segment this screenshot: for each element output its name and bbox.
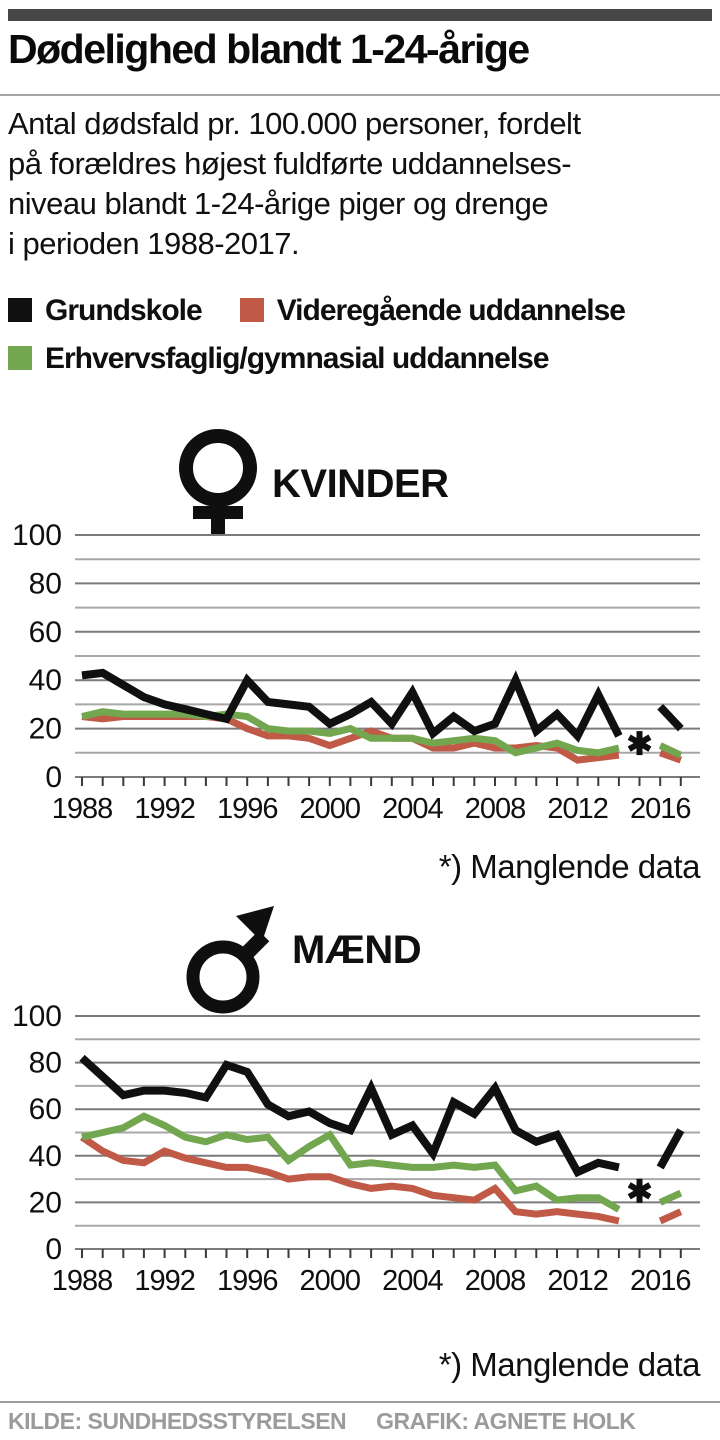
subtitle: Antal dødsfald pr. 100.000 personer, for… — [8, 104, 714, 264]
videregaende-swatch-icon — [239, 298, 264, 322]
svg-text:100: 100 — [12, 1000, 62, 1033]
svg-text:2004: 2004 — [382, 793, 443, 825]
subtitle-line: niveau blandt 1-24-årige piger og drenge — [8, 186, 549, 221]
svg-text:20: 20 — [29, 1186, 62, 1219]
graphic-credit: GRAFIK: AGNETE HOLK — [376, 1408, 636, 1434]
legend-item-grundskole: Grundskole — [8, 294, 203, 328]
svg-text:1992: 1992 — [134, 1265, 195, 1297]
svg-text:40: 40 — [29, 664, 62, 697]
footer-divider — [0, 1401, 720, 1403]
legend-row: Grundskole Videregående uddannelse — [8, 294, 714, 328]
svg-text:20: 20 — [29, 713, 62, 746]
legend-item-videregaende: Videregående uddannelse — [239, 294, 626, 328]
footer: KILDE: SUNDHEDSSTYRELSEN GRAFIK: AGNETE … — [8, 1408, 714, 1435]
svg-text:2008: 2008 — [465, 1265, 526, 1297]
svg-text:80: 80 — [29, 1047, 62, 1080]
legend-row: Erhvervsfaglig/gymnasial uddannelse — [8, 342, 714, 376]
legend-label: Videregående uddannelse — [276, 294, 626, 327]
svg-text:2008: 2008 — [465, 793, 526, 825]
svg-text:1988: 1988 — [52, 1265, 113, 1297]
source-credit: KILDE: SUNDHEDSSTYRELSEN — [8, 1408, 347, 1434]
svg-text:2000: 2000 — [300, 793, 361, 825]
missing-data-note: *) Manglende data — [438, 1346, 701, 1383]
svg-text:100: 100 — [12, 519, 62, 552]
svg-text:80: 80 — [29, 567, 62, 600]
svg-text:40: 40 — [29, 1140, 62, 1173]
male-icon — [180, 900, 290, 1025]
grundskole-swatch-icon — [8, 298, 32, 322]
female-icon — [160, 420, 280, 560]
legend: Grundskole Videregående uddannelse Erhve… — [8, 294, 714, 390]
legend-label: Erhvervsfaglig/gymnasial uddannelse — [45, 342, 550, 375]
svg-text:2016: 2016 — [630, 1265, 691, 1297]
title-divider — [0, 94, 720, 96]
svg-text:0: 0 — [45, 1233, 62, 1266]
maend-chart-title: MÆND — [292, 928, 422, 972]
svg-text:1996: 1996 — [217, 1265, 278, 1297]
svg-text:2012: 2012 — [547, 1265, 608, 1297]
svg-text:2004: 2004 — [382, 1265, 443, 1297]
kvinder-chart: 0 20 40 60 80 100 1988 1992 1996 2000 2004 2008 2012… — [12, 519, 700, 825]
legend-item-erhvervsfaglig: Erhvervsfaglig/gymnasial uddannelse — [8, 342, 550, 376]
subtitle-line: Antal dødsfald pr. 100.000 personer, for… — [8, 106, 581, 141]
erhvervsfaglig-swatch-icon — [8, 346, 32, 370]
svg-text:60: 60 — [29, 616, 62, 649]
svg-text:1996: 1996 — [217, 793, 278, 825]
svg-text:2012: 2012 — [547, 793, 608, 825]
svg-text:2016: 2016 — [630, 793, 691, 825]
legend-label: Grundskole — [45, 294, 203, 327]
subtitle-line: på forældres højest fuldførte uddannelse… — [8, 146, 572, 181]
subtitle-line: i perioden 1988-2017. — [8, 226, 300, 261]
svg-text:2000: 2000 — [300, 1265, 361, 1297]
svg-text:0: 0 — [45, 761, 62, 794]
maend-chart: 0 20 40 60 80 100 1988 1992 1996 2000 2004 2008 2012… — [12, 1000, 700, 1297]
missing-data-note: *) Manglende data — [438, 848, 701, 885]
svg-text:1988: 1988 — [52, 793, 113, 825]
svg-text:1992: 1992 — [134, 793, 195, 825]
page-title: Dødelighed blandt 1-24-årige — [8, 26, 530, 72]
top-accent-bar — [8, 9, 712, 21]
kvinder-chart-title: KVINDER — [272, 462, 449, 506]
svg-text:60: 60 — [29, 1093, 62, 1126]
